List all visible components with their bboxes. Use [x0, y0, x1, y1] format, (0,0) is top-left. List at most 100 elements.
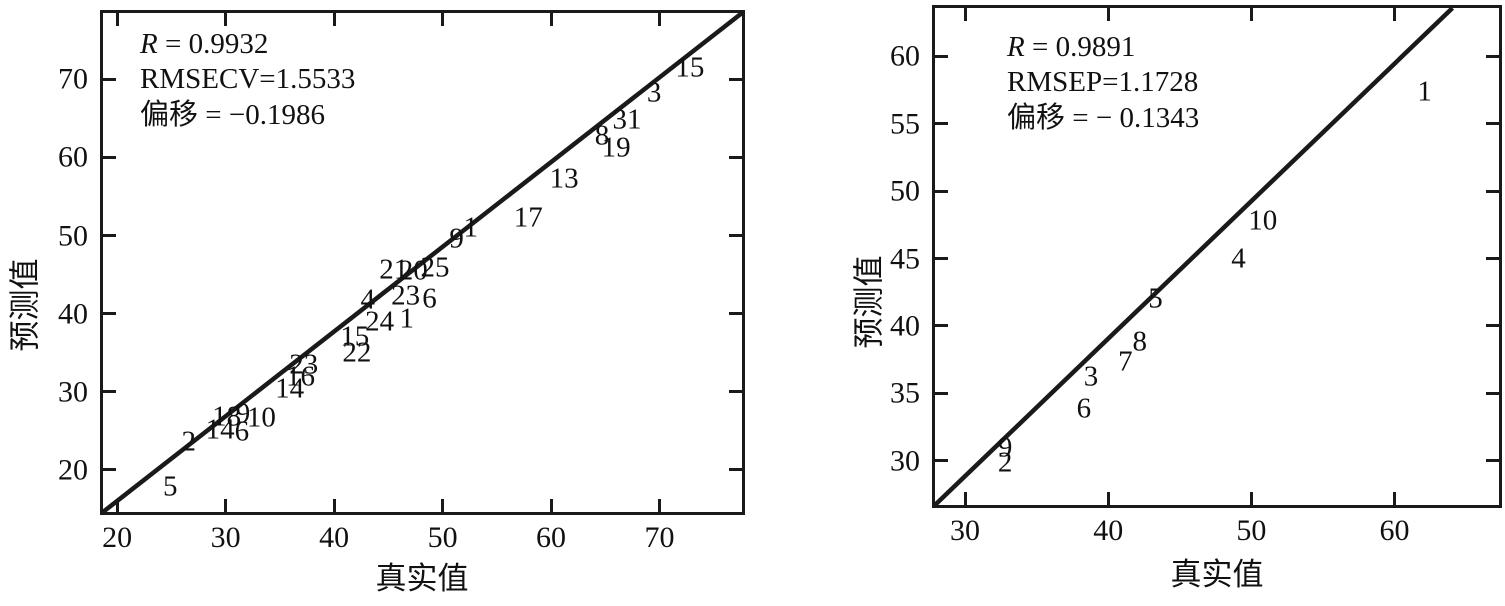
y-tick	[935, 324, 948, 328]
y-tick-label: 40	[58, 297, 88, 331]
x-tick	[115, 499, 119, 512]
x-tick-label: 40	[319, 521, 350, 554]
y-tick-right	[1486, 391, 1499, 395]
data-point-label: 16	[285, 360, 315, 393]
y-tick	[103, 77, 116, 81]
data-point-label: 2	[181, 425, 196, 458]
rmsep-line: RMSEP=1.1728	[1007, 66, 1199, 99]
y-tick	[103, 468, 116, 472]
y-tick-label: 50	[890, 174, 920, 208]
data-point-label: 5	[163, 470, 178, 503]
y-tick	[935, 257, 948, 261]
y-tick-label: 35	[890, 376, 920, 410]
y-tick-right	[1486, 459, 1499, 463]
r-value: = 0.9891	[1024, 31, 1136, 63]
y-tick-label: 45	[890, 242, 920, 276]
x-tick-label: 50	[427, 521, 458, 554]
data-point-label: 13	[549, 162, 579, 195]
x-tick-top	[115, 13, 119, 26]
y-tick	[103, 155, 116, 159]
x-tick-label: 30	[210, 521, 241, 554]
y-tick	[103, 312, 116, 316]
y-tick	[935, 459, 948, 463]
r-value-line: R = 0.9891	[1007, 30, 1199, 65]
y-tick-right	[1486, 257, 1499, 261]
rmsecv-line: RMSECV=1.5533	[140, 63, 356, 96]
y-tick-label: 20	[58, 453, 88, 487]
y-tick	[103, 390, 116, 394]
data-point-label: 20	[398, 254, 428, 287]
data-point-label: 4	[1231, 242, 1246, 275]
data-point-label: 5	[1148, 282, 1163, 315]
y-axis-title: 预测值	[851, 255, 887, 349]
data-point-label: 8	[594, 119, 610, 152]
x-tick-label: 60	[1379, 514, 1410, 547]
y-tick-label: 30	[58, 375, 88, 409]
plot-area: R = 0.9891 RMSEP=1.1728 偏移 = − 0.1343 1 1…	[932, 5, 1502, 508]
x-tick-top	[332, 13, 336, 26]
y-tick	[935, 391, 948, 395]
data-point-label: 8	[1132, 325, 1147, 358]
data-point-label: 1	[1417, 75, 1432, 107]
y-tick-right	[729, 468, 742, 472]
x-tick-top	[658, 13, 662, 26]
data-point-label: 24	[365, 305, 395, 338]
y-tick-right	[1486, 54, 1499, 58]
data-point-label: 7	[1118, 345, 1133, 378]
r-symbol: R	[1007, 31, 1025, 63]
y-tick	[935, 54, 948, 58]
data-point-label: 14	[275, 372, 305, 405]
x-tick	[441, 499, 445, 512]
bias-line: 偏移 = −0.1986	[140, 98, 325, 131]
x-tick-top	[224, 13, 228, 26]
r-symbol: R	[140, 28, 158, 60]
y-tick-right	[1486, 324, 1499, 328]
x-tick-label: 70	[644, 521, 675, 554]
y-tick-right	[729, 312, 742, 316]
data-point-label: 9	[235, 397, 251, 430]
x-tick	[1106, 492, 1110, 505]
y-tick-right	[729, 390, 742, 394]
y-tick-label: 70	[58, 62, 88, 96]
data-point-label: 4	[360, 283, 375, 316]
data-point-label: 23	[391, 279, 421, 312]
data-point-label: 17	[513, 201, 543, 234]
data-point-label: 21	[379, 253, 409, 286]
x-tick-label: 50	[1236, 514, 1267, 547]
y-tick-label: 55	[890, 107, 920, 141]
x-tick	[963, 492, 967, 505]
x-tick	[224, 499, 228, 512]
y-tick-label: 60	[58, 140, 88, 174]
data-point-label: 23	[289, 348, 319, 381]
y-tick-right	[729, 234, 742, 238]
bias-line: 偏移 = − 0.1343	[1007, 101, 1200, 134]
data-point-label: 22	[342, 336, 372, 369]
x-tick	[549, 499, 553, 512]
y-tick	[935, 189, 948, 193]
data-point-label: 14	[205, 413, 235, 446]
plot-area: R = 0.9932 RMSECV=1.5533 偏移 = −0.1986 15…	[100, 10, 745, 515]
fit-line	[933, 6, 1455, 507]
data-point-label: 18	[212, 400, 242, 433]
x-tick-top	[549, 13, 553, 26]
data-point-label: 31	[612, 103, 642, 136]
x-axis-title: 真实值	[1170, 557, 1264, 592]
data-point-label: 6	[234, 415, 250, 448]
x-tick	[332, 499, 336, 512]
data-point-label: 2	[997, 446, 1013, 479]
y-tick	[103, 234, 116, 238]
y-tick-right	[729, 77, 742, 81]
y-tick-right	[1486, 122, 1499, 126]
x-axis-title: 真实值	[375, 561, 469, 596]
data-point-label: 15	[675, 51, 705, 84]
x-tick-label: 40	[1093, 514, 1124, 547]
data-point-label: 1	[399, 302, 415, 335]
x-tick	[658, 499, 662, 512]
data-point-label: 19	[601, 131, 631, 164]
data-point-label: 3	[1083, 360, 1099, 393]
stats-annotation: R = 0.9891 RMSEP=1.1728 偏移 = − 0.1343	[1007, 30, 1199, 136]
y-tick-right	[1486, 189, 1499, 193]
